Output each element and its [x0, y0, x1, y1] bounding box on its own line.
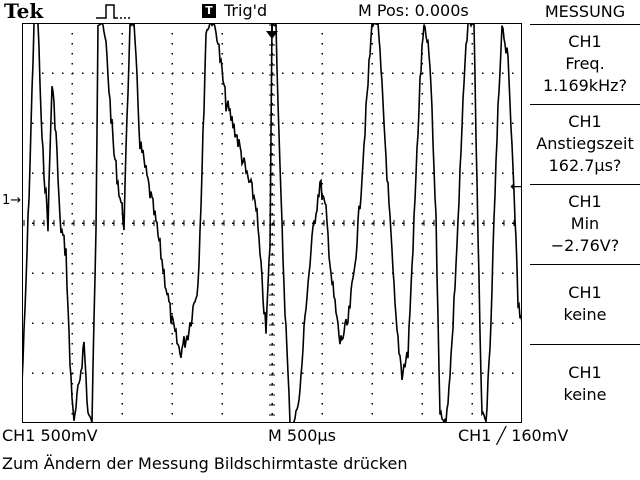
trigger-indicator-box: T [202, 4, 216, 18]
measurement-slot-5[interactable]: CH1 keine [530, 344, 640, 422]
slot-type: keine [563, 384, 607, 404]
slot-source: CH1 [568, 31, 602, 51]
trigger-status: Trig'd [224, 1, 268, 20]
horizontal-position: M Pos: 0.000s [358, 1, 469, 20]
trigger-position-marker [266, 31, 278, 39]
channel1-ground-marker: 1→ [2, 193, 22, 208]
trigger-level-marker: ← [510, 179, 522, 195]
slot-value: 1.169kHz? [543, 75, 627, 95]
help-message: Zum Ändern der Messung Bildschirmtaste d… [2, 454, 408, 473]
menu-title: MESSUNG [544, 2, 626, 21]
slot-type: keine [563, 304, 607, 324]
waveform-trace [22, 23, 522, 423]
measurement-slot-2[interactable]: CH1 Anstiegszeit 162.7µs? [530, 104, 640, 182]
waveform-display [22, 23, 522, 423]
timebase-readout: M 500µs [268, 426, 336, 445]
slot-source: CH1 [568, 191, 602, 211]
trigger-pulse-icon [96, 4, 130, 19]
slot-value: −2.76V? [550, 235, 620, 255]
settings-readout: CH1 500mV M 500µs CH1 ╱ 160mV [0, 425, 640, 447]
slot-source: CH1 [568, 111, 602, 131]
measurement-slot-3[interactable]: CH1 Min −2.76V? [530, 184, 640, 262]
ch1-scale-readout: CH1 500mV [2, 426, 98, 445]
slot-source: CH1 [568, 362, 602, 382]
slot-source: CH1 [568, 282, 602, 302]
brand-logo: Tek [4, 0, 44, 23]
slot-value: 162.7µs? [548, 155, 622, 175]
measurement-slot-1[interactable]: CH1 Freq. 1.169kHz? [530, 24, 640, 102]
slot-type: Anstiegszeit [536, 133, 634, 153]
slot-type: Freq. [565, 53, 605, 73]
status-header: Tek T Trig'd M Pos: 0.000s [0, 0, 530, 22]
trigger-readout: CH1 ╱ 160mV [458, 426, 569, 445]
measure-menu: MESSUNG CH1 Freq. 1.169kHz? CH1 Anstiegs… [530, 0, 640, 425]
slot-type: Min [570, 213, 600, 233]
graticule-grid [22, 23, 522, 423]
measurement-slot-4[interactable]: CH1 keine [530, 264, 640, 342]
